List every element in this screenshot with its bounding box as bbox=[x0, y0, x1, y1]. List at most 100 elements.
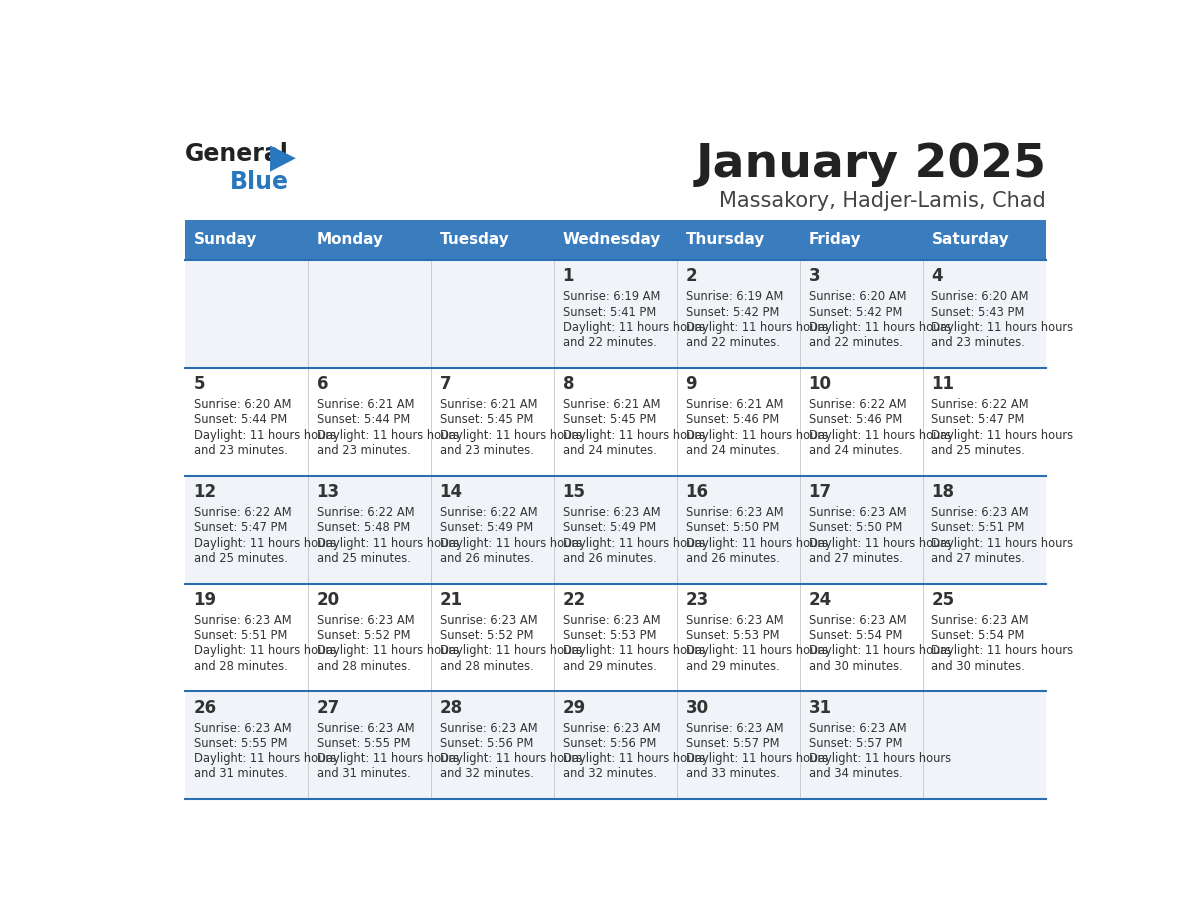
Text: 8: 8 bbox=[563, 375, 574, 393]
Text: Sunrise: 6:23 AM: Sunrise: 6:23 AM bbox=[685, 722, 783, 735]
Bar bbox=[185, 260, 1047, 368]
Text: Sunset: 5:41 PM: Sunset: 5:41 PM bbox=[563, 306, 656, 319]
Text: Sunset: 5:51 PM: Sunset: 5:51 PM bbox=[194, 629, 287, 643]
Text: 25: 25 bbox=[931, 590, 955, 609]
Text: Sunset: 5:52 PM: Sunset: 5:52 PM bbox=[440, 629, 533, 643]
Text: Daylight: 11 hours hours: Daylight: 11 hours hours bbox=[563, 320, 704, 334]
Bar bbox=[431, 219, 555, 260]
Bar bbox=[555, 219, 677, 260]
Text: Sunset: 5:44 PM: Sunset: 5:44 PM bbox=[316, 413, 410, 427]
Text: Sunrise: 6:20 AM: Sunrise: 6:20 AM bbox=[809, 290, 906, 304]
Bar bbox=[923, 219, 1047, 260]
Text: Daylight: 11 hours hours: Daylight: 11 hours hours bbox=[194, 536, 336, 550]
Text: Sunset: 5:43 PM: Sunset: 5:43 PM bbox=[931, 306, 1025, 319]
Text: and 26 minutes.: and 26 minutes. bbox=[440, 552, 533, 565]
Text: Sunrise: 6:23 AM: Sunrise: 6:23 AM bbox=[440, 614, 537, 627]
Text: Sunset: 5:55 PM: Sunset: 5:55 PM bbox=[194, 737, 287, 750]
Text: Daylight: 11 hours hours: Daylight: 11 hours hours bbox=[194, 429, 336, 442]
Text: 13: 13 bbox=[316, 483, 340, 501]
Text: Daylight: 11 hours hours: Daylight: 11 hours hours bbox=[440, 752, 582, 766]
Text: and 24 minutes.: and 24 minutes. bbox=[685, 444, 779, 457]
Text: 23: 23 bbox=[685, 590, 709, 609]
Text: Saturday: Saturday bbox=[931, 232, 1010, 247]
Text: Daylight: 11 hours hours: Daylight: 11 hours hours bbox=[931, 536, 1074, 550]
Text: Daylight: 11 hours hours: Daylight: 11 hours hours bbox=[809, 536, 950, 550]
Text: Daylight: 11 hours hours: Daylight: 11 hours hours bbox=[931, 429, 1074, 442]
Text: and 34 minutes.: and 34 minutes. bbox=[809, 767, 902, 780]
Text: 19: 19 bbox=[194, 590, 216, 609]
Text: Daylight: 11 hours hours: Daylight: 11 hours hours bbox=[316, 536, 459, 550]
Text: Sunrise: 6:23 AM: Sunrise: 6:23 AM bbox=[931, 506, 1029, 520]
Text: 2: 2 bbox=[685, 267, 697, 285]
Text: and 27 minutes.: and 27 minutes. bbox=[809, 552, 903, 565]
Text: Sunrise: 6:22 AM: Sunrise: 6:22 AM bbox=[440, 506, 537, 520]
Text: Sunset: 5:57 PM: Sunset: 5:57 PM bbox=[809, 737, 902, 750]
Text: Sunset: 5:55 PM: Sunset: 5:55 PM bbox=[316, 737, 410, 750]
Text: Sunrise: 6:20 AM: Sunrise: 6:20 AM bbox=[931, 290, 1029, 304]
Text: and 30 minutes.: and 30 minutes. bbox=[809, 660, 902, 673]
Text: Sunrise: 6:23 AM: Sunrise: 6:23 AM bbox=[440, 722, 537, 735]
Text: Sunset: 5:47 PM: Sunset: 5:47 PM bbox=[931, 413, 1025, 427]
Text: Sunday: Sunday bbox=[194, 232, 257, 247]
Text: 16: 16 bbox=[685, 483, 708, 501]
Text: 21: 21 bbox=[440, 590, 462, 609]
Text: Thursday: Thursday bbox=[685, 232, 765, 247]
Text: Sunrise: 6:21 AM: Sunrise: 6:21 AM bbox=[685, 398, 783, 411]
Bar bbox=[801, 219, 923, 260]
Text: and 28 minutes.: and 28 minutes. bbox=[316, 660, 410, 673]
Text: and 25 minutes.: and 25 minutes. bbox=[931, 444, 1025, 457]
Text: 15: 15 bbox=[563, 483, 586, 501]
Text: January 2025: January 2025 bbox=[695, 142, 1047, 187]
Text: Sunset: 5:56 PM: Sunset: 5:56 PM bbox=[563, 737, 656, 750]
Text: Daylight: 11 hours hours: Daylight: 11 hours hours bbox=[563, 752, 704, 766]
Text: Daylight: 11 hours hours: Daylight: 11 hours hours bbox=[809, 429, 950, 442]
Text: Daylight: 11 hours hours: Daylight: 11 hours hours bbox=[685, 320, 828, 334]
Text: and 25 minutes.: and 25 minutes. bbox=[194, 552, 287, 565]
Text: Sunset: 5:49 PM: Sunset: 5:49 PM bbox=[440, 521, 533, 534]
Text: Sunrise: 6:23 AM: Sunrise: 6:23 AM bbox=[563, 722, 661, 735]
Text: 7: 7 bbox=[440, 375, 451, 393]
Text: Sunset: 5:47 PM: Sunset: 5:47 PM bbox=[194, 521, 287, 534]
Text: 12: 12 bbox=[194, 483, 216, 501]
Text: Sunset: 5:42 PM: Sunset: 5:42 PM bbox=[685, 306, 779, 319]
Text: Sunrise: 6:23 AM: Sunrise: 6:23 AM bbox=[685, 506, 783, 520]
Text: 14: 14 bbox=[440, 483, 462, 501]
Text: Sunrise: 6:23 AM: Sunrise: 6:23 AM bbox=[809, 722, 906, 735]
Text: Daylight: 11 hours hours: Daylight: 11 hours hours bbox=[440, 429, 582, 442]
Text: Sunrise: 6:23 AM: Sunrise: 6:23 AM bbox=[809, 506, 906, 520]
Text: Sunset: 5:50 PM: Sunset: 5:50 PM bbox=[685, 521, 779, 534]
Text: Daylight: 11 hours hours: Daylight: 11 hours hours bbox=[685, 644, 828, 657]
Text: 10: 10 bbox=[809, 375, 832, 393]
Text: Sunset: 5:44 PM: Sunset: 5:44 PM bbox=[194, 413, 286, 427]
Text: 6: 6 bbox=[316, 375, 328, 393]
Text: and 32 minutes.: and 32 minutes. bbox=[563, 767, 657, 780]
Text: Sunset: 5:51 PM: Sunset: 5:51 PM bbox=[931, 521, 1025, 534]
Text: 24: 24 bbox=[809, 590, 832, 609]
Text: Daylight: 11 hours hours: Daylight: 11 hours hours bbox=[440, 536, 582, 550]
Text: Friday: Friday bbox=[809, 232, 861, 247]
Text: and 23 minutes.: and 23 minutes. bbox=[316, 444, 411, 457]
Bar bbox=[185, 691, 1047, 800]
Text: 18: 18 bbox=[931, 483, 954, 501]
Bar bbox=[185, 219, 309, 260]
Text: and 24 minutes.: and 24 minutes. bbox=[809, 444, 902, 457]
Text: Daylight: 11 hours hours: Daylight: 11 hours hours bbox=[809, 320, 950, 334]
Text: Daylight: 11 hours hours: Daylight: 11 hours hours bbox=[685, 752, 828, 766]
Text: 1: 1 bbox=[563, 267, 574, 285]
Text: and 22 minutes.: and 22 minutes. bbox=[563, 336, 657, 349]
Text: 9: 9 bbox=[685, 375, 697, 393]
Text: Sunrise: 6:23 AM: Sunrise: 6:23 AM bbox=[316, 614, 415, 627]
Text: General: General bbox=[185, 142, 289, 166]
Text: Sunrise: 6:23 AM: Sunrise: 6:23 AM bbox=[194, 614, 291, 627]
Text: Sunset: 5:53 PM: Sunset: 5:53 PM bbox=[563, 629, 656, 643]
Text: and 31 minutes.: and 31 minutes. bbox=[316, 767, 410, 780]
Text: Sunrise: 6:22 AM: Sunrise: 6:22 AM bbox=[316, 506, 415, 520]
Text: Daylight: 11 hours hours: Daylight: 11 hours hours bbox=[316, 644, 459, 657]
Text: Sunrise: 6:23 AM: Sunrise: 6:23 AM bbox=[563, 506, 661, 520]
Text: 4: 4 bbox=[931, 267, 943, 285]
Text: Sunset: 5:45 PM: Sunset: 5:45 PM bbox=[563, 413, 656, 427]
Bar bbox=[185, 476, 1047, 584]
Text: Sunrise: 6:22 AM: Sunrise: 6:22 AM bbox=[194, 506, 291, 520]
Text: and 23 minutes.: and 23 minutes. bbox=[440, 444, 533, 457]
Text: Daylight: 11 hours hours: Daylight: 11 hours hours bbox=[563, 536, 704, 550]
